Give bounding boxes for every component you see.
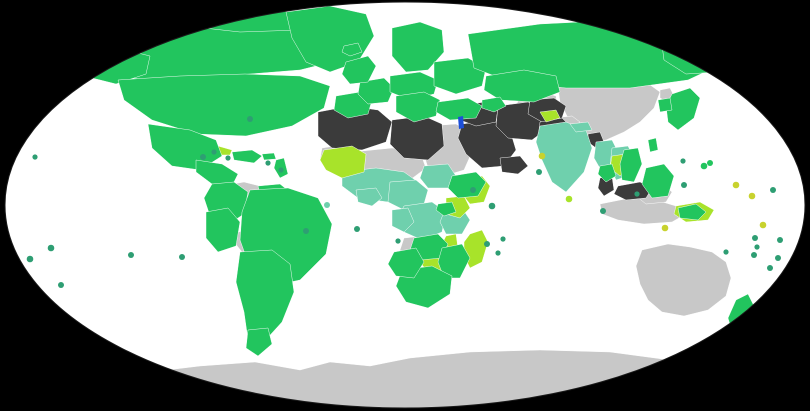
island-dot	[732, 181, 740, 189]
region-malaysia-brunei	[613, 181, 653, 201]
region-france-benelux	[357, 77, 395, 105]
island-dot	[247, 116, 253, 122]
region-israel	[458, 116, 464, 129]
island-dot	[225, 155, 231, 161]
island-dot	[395, 238, 401, 244]
region-uganda-rwanda	[435, 201, 457, 217]
region-group-accent	[458, 116, 464, 129]
island-dot	[752, 235, 758, 241]
region-iceland	[341, 42, 363, 57]
region-yemen-oman	[499, 155, 529, 175]
region-scandinavia	[391, 21, 445, 73]
island-dot	[754, 244, 760, 250]
island-dot	[58, 282, 64, 288]
region-kazakhstan	[483, 69, 561, 103]
region-group-partial	[341, 121, 635, 241]
island-dot	[179, 254, 185, 260]
island-dot	[661, 224, 669, 232]
island-dot	[777, 237, 783, 243]
region-italy-balkans	[395, 91, 441, 123]
region-caucasus	[481, 96, 507, 113]
region-ukraine-baltics	[433, 57, 487, 95]
region-ghana-ivory	[355, 187, 383, 207]
region-south-korea	[657, 97, 673, 113]
island-dot	[329, 152, 337, 160]
region-mozambique	[437, 243, 471, 279]
island-dot	[278, 167, 284, 173]
island-dot	[538, 152, 546, 160]
island-dot	[748, 192, 756, 200]
island-dot	[565, 195, 573, 203]
region-vietnam	[619, 147, 643, 183]
island-dot	[495, 250, 501, 256]
region-philippines	[641, 163, 675, 199]
region-gabon-congo	[391, 207, 415, 233]
region-indonesia-green	[597, 163, 617, 183]
region-patagonia-tip	[245, 327, 273, 357]
region-usa	[117, 73, 331, 137]
island-dot	[767, 265, 773, 271]
globe-outline	[4, 1, 806, 409]
island-dot	[324, 202, 330, 208]
region-turkey	[435, 97, 483, 121]
island-dot	[600, 208, 606, 214]
island-dot	[759, 221, 767, 229]
island-dot	[200, 154, 206, 160]
region-nepal-bhutan	[569, 121, 593, 133]
island-dot	[265, 160, 271, 166]
island-dot	[680, 158, 686, 164]
region-ethiopia	[447, 171, 487, 199]
island-dot	[770, 187, 776, 193]
island-dot	[47, 244, 55, 252]
island-dot	[723, 249, 729, 255]
island-dot	[128, 252, 134, 258]
region-namibia-botswana	[387, 247, 425, 279]
region-taiwan	[647, 137, 659, 153]
region-tajikistan	[539, 109, 561, 123]
island-dot	[26, 255, 34, 263]
island-dot	[470, 187, 476, 193]
island-dot	[700, 162, 708, 170]
island-dot	[32, 154, 38, 160]
region-caribbean-hispaniola	[231, 149, 263, 164]
island-dot	[634, 191, 640, 197]
island-dot	[775, 255, 781, 261]
region-puerto-rico	[261, 152, 277, 161]
region-british-isles	[341, 55, 377, 85]
region-australia	[635, 243, 732, 317]
island-dot	[488, 202, 496, 210]
region-peru	[205, 207, 241, 253]
island-dot	[536, 169, 542, 175]
island-dot	[354, 226, 360, 232]
island-dot	[303, 228, 309, 234]
island-dot	[211, 149, 217, 155]
region-chile-argentina	[235, 249, 295, 345]
island-dot	[681, 182, 687, 188]
region-png-green	[677, 203, 707, 221]
island-dot	[751, 252, 757, 258]
island-dot	[484, 241, 490, 247]
island-dot	[500, 236, 506, 242]
island-dot	[707, 160, 713, 166]
